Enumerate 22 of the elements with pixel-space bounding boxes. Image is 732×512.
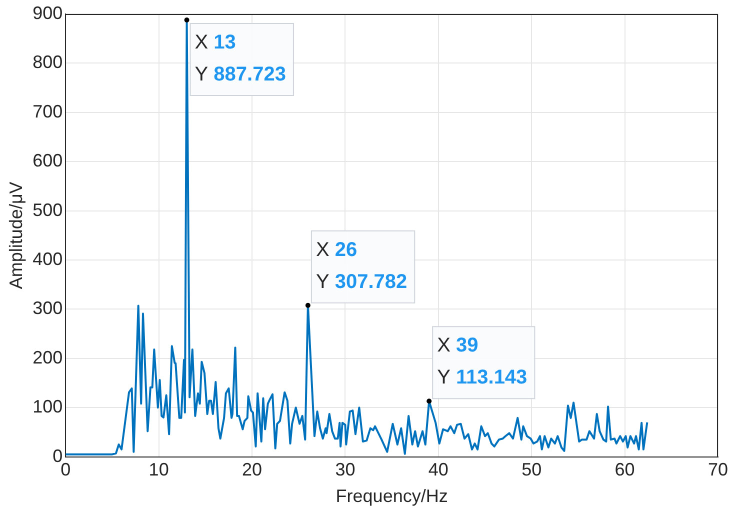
y-tick-label: 0 [52, 446, 63, 466]
annotation: X 13 Y 887.723 [194, 32, 286, 86]
x-tick-label: 10 [148, 460, 169, 480]
y-tick-label: 300 [32, 298, 63, 318]
y-tick-label: 800 [32, 52, 63, 72]
x-tick-label: 60 [614, 460, 635, 480]
x-tick-label: 70 [708, 460, 728, 480]
y-tick-label: 200 [32, 347, 63, 368]
x-tick-label: 30 [335, 460, 356, 480]
annotation: X 26 Y 307.782 [316, 238, 408, 293]
x-tick-label: 50 [522, 460, 542, 480]
y-tick-label: 900 [32, 2, 63, 23]
x-tick-label: 40 [428, 460, 448, 480]
y-tick-label: 600 [32, 150, 63, 171]
y-tick-label: 500 [32, 200, 63, 220]
y-axis-title: Amplitude/μV [6, 182, 26, 290]
y-tick-label: 700 [32, 101, 63, 122]
x-tick-label: 20 [242, 460, 262, 480]
annotation: X 39 Y 113.143 [437, 334, 528, 389]
y-tick-label: 400 [32, 248, 63, 269]
y-tick-label: 100 [32, 396, 63, 417]
x-axis-title: Frequency/Hz [336, 486, 448, 506]
